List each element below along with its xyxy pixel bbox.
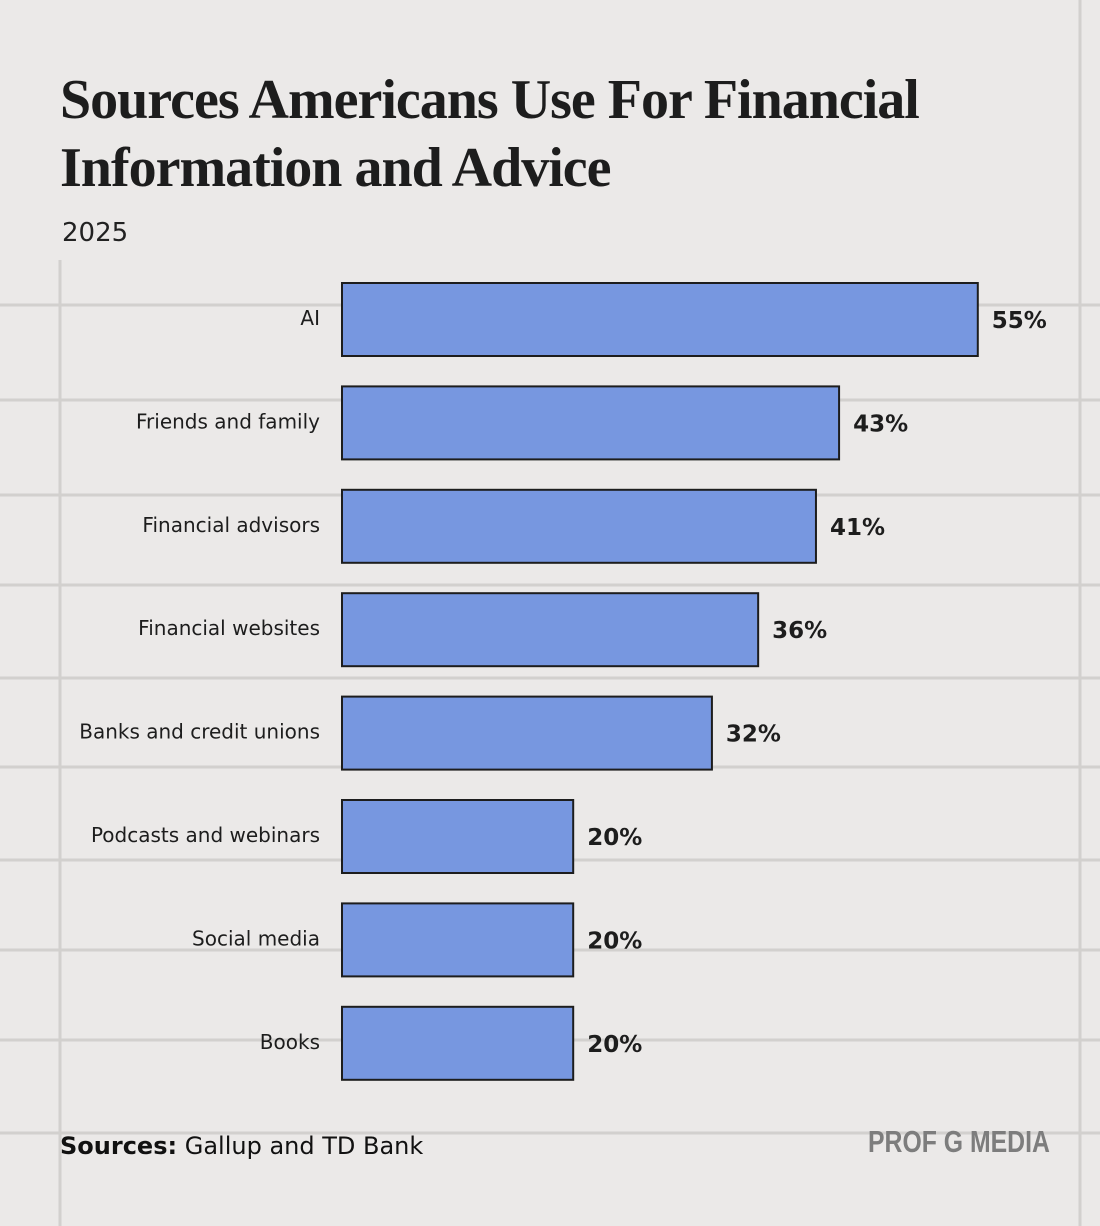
bar	[341, 902, 575, 978]
value-label: 55%	[992, 308, 1047, 334]
bar	[341, 695, 713, 771]
category-label: AI	[300, 306, 320, 330]
value-label: 43%	[853, 411, 908, 437]
bar	[341, 282, 979, 357]
source-label: Sources:	[60, 1132, 178, 1160]
chart-subtitle: 2025	[62, 218, 129, 248]
source-text: Gallup and TD Bank	[184, 1132, 424, 1160]
category-label: Financial websites	[138, 616, 320, 640]
value-label: 20%	[587, 825, 642, 851]
bar	[341, 592, 760, 668]
chart-title: Sources Americans Use For Financial Info…	[60, 69, 920, 199]
category-label: Podcasts and webinars	[91, 823, 320, 847]
bar	[341, 385, 841, 461]
bar	[341, 799, 575, 874]
category-label: Financial advisors	[142, 513, 320, 537]
value-label: 41%	[830, 515, 885, 541]
category-label: Friends and family	[136, 409, 320, 433]
value-label: 20%	[587, 1032, 642, 1058]
value-label: 36%	[772, 618, 827, 644]
bars: AI 55% Friends and family 43% Financial advi…	[79, 282, 1047, 1081]
category-label: Social media	[192, 926, 320, 950]
value-label: 20%	[587, 928, 642, 954]
source-note: Sources: Gallup and TD Bank	[60, 1132, 423, 1160]
category-label: Books	[260, 1030, 320, 1054]
category-label: Banks and credit unions	[79, 720, 320, 744]
bar	[341, 1005, 575, 1081]
bar	[341, 488, 817, 564]
brand: PROF G MEDIA	[868, 1124, 1050, 1159]
value-label: 32%	[726, 722, 781, 748]
